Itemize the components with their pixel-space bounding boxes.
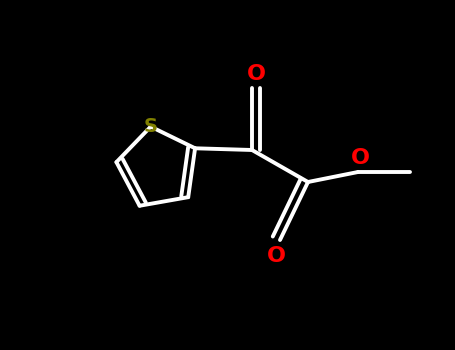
Text: S: S	[144, 117, 158, 136]
Text: O: O	[267, 246, 285, 266]
Text: O: O	[247, 64, 266, 84]
Text: O: O	[350, 148, 369, 168]
